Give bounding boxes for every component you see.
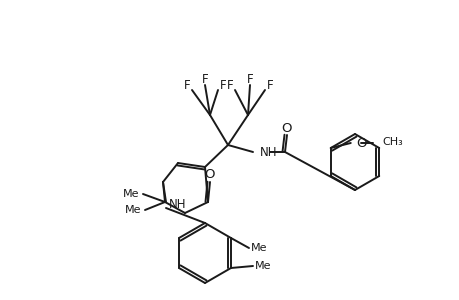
Text: O: O	[204, 169, 215, 182]
Text: NH: NH	[168, 199, 186, 212]
Text: F: F	[183, 79, 190, 92]
Text: F: F	[219, 79, 226, 92]
Text: Me: Me	[254, 261, 271, 271]
Text: F: F	[246, 73, 253, 85]
Text: O: O	[281, 122, 291, 134]
Text: F: F	[266, 79, 273, 92]
Text: Me: Me	[124, 205, 141, 215]
Text: Me: Me	[250, 243, 267, 253]
Text: CH₃: CH₃	[382, 137, 403, 147]
Text: Me: Me	[123, 189, 139, 199]
Text: F: F	[226, 79, 233, 92]
Text: NH: NH	[259, 146, 277, 158]
Text: F: F	[201, 73, 208, 85]
Text: O: O	[355, 136, 365, 149]
